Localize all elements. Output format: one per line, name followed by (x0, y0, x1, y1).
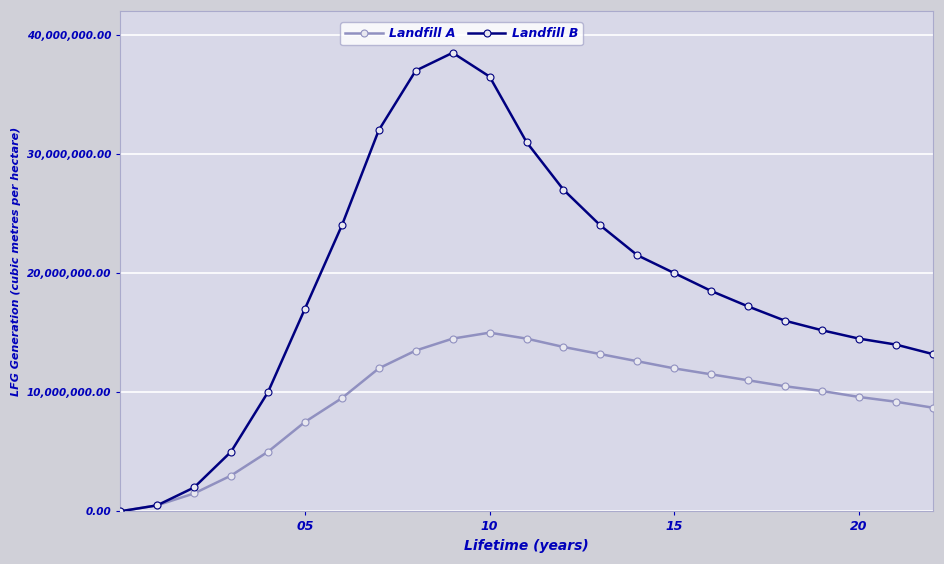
Landfill A (927, 404, 938, 411)
Landfill B (447, 50, 459, 56)
Landfill B (373, 127, 384, 134)
Legend: Landfill A, Landfill B: Landfill A, Landfill B (340, 23, 583, 45)
Landfill B (226, 448, 237, 455)
Y-axis label: LFG Generation (cubic metres per hectare): LFG Generation (cubic metres per hectare… (11, 126, 21, 396)
Landfill A (447, 335, 459, 342)
Landfill B (484, 73, 496, 80)
Landfill B (668, 270, 680, 276)
Landfill B (780, 318, 791, 324)
Landfill B (410, 67, 421, 74)
Landfill A (817, 387, 828, 394)
Landfill A (299, 418, 311, 425)
Landfill B (114, 508, 126, 515)
Landfill A (410, 347, 421, 354)
Landfill A (780, 383, 791, 390)
Landfill B (817, 327, 828, 334)
Landfill A (668, 365, 680, 372)
Landfill B (262, 389, 274, 395)
Landfill A (705, 371, 716, 378)
Landfill B (299, 306, 311, 312)
Landfill B (595, 222, 606, 229)
Landfill A (151, 502, 162, 509)
Landfill A (558, 343, 569, 350)
Landfill B (890, 341, 902, 348)
Landfill A (262, 448, 274, 455)
Landfill B (558, 186, 569, 193)
Landfill B (189, 484, 200, 491)
Landfill A (595, 351, 606, 358)
X-axis label: Lifetime (years): Lifetime (years) (464, 539, 589, 553)
Landfill A (521, 335, 532, 342)
Landfill A (373, 365, 384, 372)
Landfill A (336, 395, 347, 402)
Line: Landfill B: Landfill B (117, 49, 936, 515)
Landfill B (853, 335, 865, 342)
Landfill A (853, 394, 865, 400)
Landfill A (189, 490, 200, 497)
Line: Landfill A: Landfill A (117, 329, 936, 515)
Landfill B (743, 303, 754, 310)
Landfill A (226, 472, 237, 479)
Landfill B (705, 288, 716, 294)
Landfill B (521, 139, 532, 146)
Landfill A (743, 377, 754, 384)
Landfill A (484, 329, 496, 336)
Landfill B (151, 502, 162, 509)
Landfill A (890, 398, 902, 405)
Landfill B (927, 351, 938, 358)
Landfill A (632, 358, 643, 365)
Landfill B (336, 222, 347, 229)
Landfill B (632, 252, 643, 259)
Landfill A (114, 508, 126, 515)
